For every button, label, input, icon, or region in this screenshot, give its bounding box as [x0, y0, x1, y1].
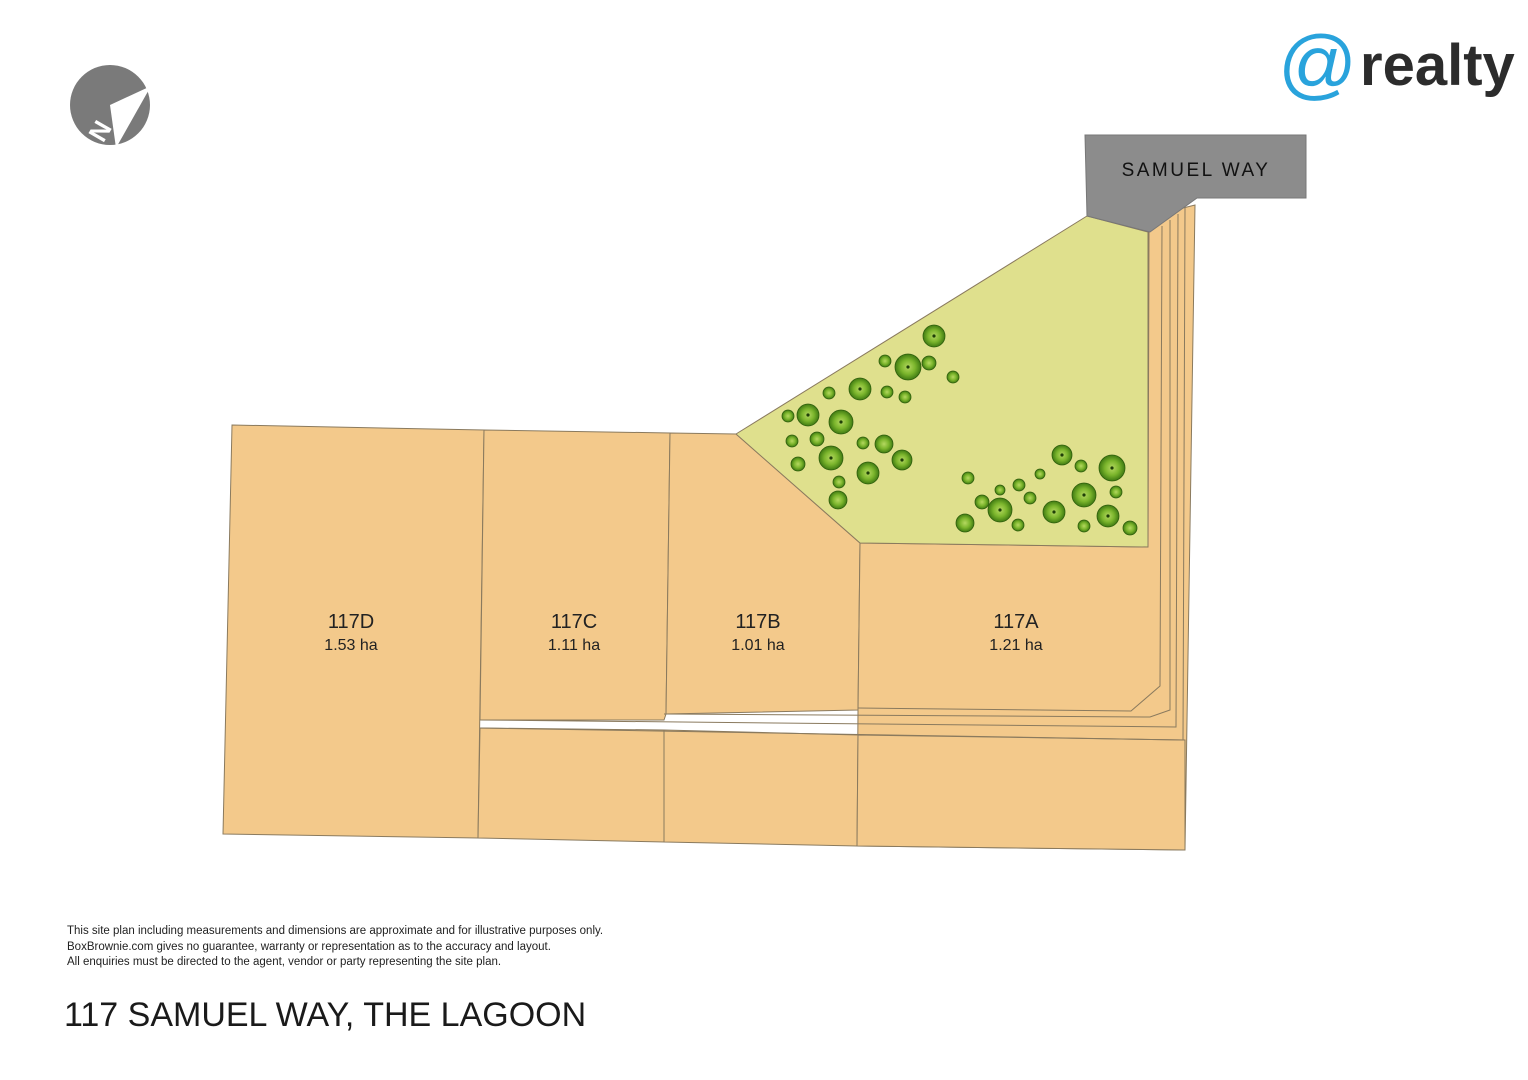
lot-117b-area: 1.01 ha [731, 637, 784, 654]
lower-parcel-right[interactable] [856, 734, 1186, 851]
tree-trunk-dot [839, 420, 843, 424]
disclaimer: This site plan including measurements an… [67, 924, 603, 971]
tree-trunk-dot [806, 413, 810, 417]
lot-117b-name: 117B [735, 611, 780, 633]
samuel-way-road [1084, 134, 1307, 233]
lot-117c-area: 1.11 ha [548, 637, 600, 654]
tree-trunk-dot [829, 456, 833, 460]
tree-icon [994, 484, 1006, 496]
lot-117d-name: 117D [328, 611, 374, 633]
tree-icon [974, 494, 990, 510]
tree-trunk-dot [866, 471, 870, 475]
tree-trunk-dot [1106, 514, 1110, 518]
tree-icon [878, 354, 892, 368]
property-address: 117 SAMUEL WAY, THE LAGOON [64, 996, 587, 1034]
tree-trunk-dot [932, 334, 936, 338]
tree-icon [832, 475, 846, 489]
tree-icon [1109, 485, 1123, 499]
tree-trunk-dot [900, 458, 904, 462]
logo-wordmark: realty [1360, 33, 1515, 98]
tree-trunk-dot [998, 508, 1002, 512]
lot-117c-parcel[interactable] [479, 429, 671, 721]
brand-logo: @ realty [1278, 19, 1515, 107]
tree-icon [1034, 468, 1046, 480]
boundary-lines [479, 207, 1186, 741]
tree-icon [790, 456, 806, 472]
tree-icon [809, 431, 825, 447]
north-arrow-icon: N [70, 65, 151, 148]
tree-trunk-dot [1082, 493, 1086, 497]
lot-117c-name: 117C [551, 611, 597, 633]
road-label: SAMUEL WAY [1122, 160, 1271, 181]
tree-icon [961, 471, 975, 485]
tree-icon [1122, 520, 1138, 536]
disclaimer-line: BoxBrownie.com gives no guarantee, warra… [67, 940, 551, 953]
tree-icon [1012, 478, 1026, 492]
disclaimer-line: All enquiries must be directed to the ag… [67, 956, 502, 968]
tree-icon [828, 490, 848, 510]
tree-icon [1011, 518, 1025, 532]
tree-icon [785, 434, 799, 448]
tree-icon [946, 370, 960, 384]
lot-117a-name: 117A [993, 611, 1039, 633]
tree-trunk-dot [906, 365, 910, 369]
tree-icon [1077, 519, 1091, 533]
lower-parcel-middle[interactable] [663, 729, 859, 847]
tree-icon [1074, 459, 1088, 473]
tree-icon [874, 434, 894, 454]
tree-trunk-dot [858, 387, 862, 391]
tree-trunk-dot [1060, 453, 1064, 457]
tree-icon [781, 409, 795, 423]
tree-icon [921, 355, 937, 371]
tree-icon [822, 386, 836, 400]
tree-icon [1023, 491, 1037, 505]
lower-parcel-left[interactable] [477, 727, 665, 843]
tree-icon [856, 436, 870, 450]
tree-icon [880, 385, 894, 399]
lot-117d-area: 1.53 ha [324, 637, 377, 654]
tree-trunk-dot [1052, 510, 1056, 514]
tree-icon [955, 513, 975, 533]
tree-icon [898, 390, 912, 404]
logo-at-symbol: @ [1278, 19, 1357, 107]
trees-group [781, 324, 1138, 536]
disclaimer-line: This site plan including measurements an… [67, 925, 604, 937]
tree-trunk-dot [1110, 466, 1114, 470]
lot-117a-area: 1.21 ha [989, 637, 1042, 654]
